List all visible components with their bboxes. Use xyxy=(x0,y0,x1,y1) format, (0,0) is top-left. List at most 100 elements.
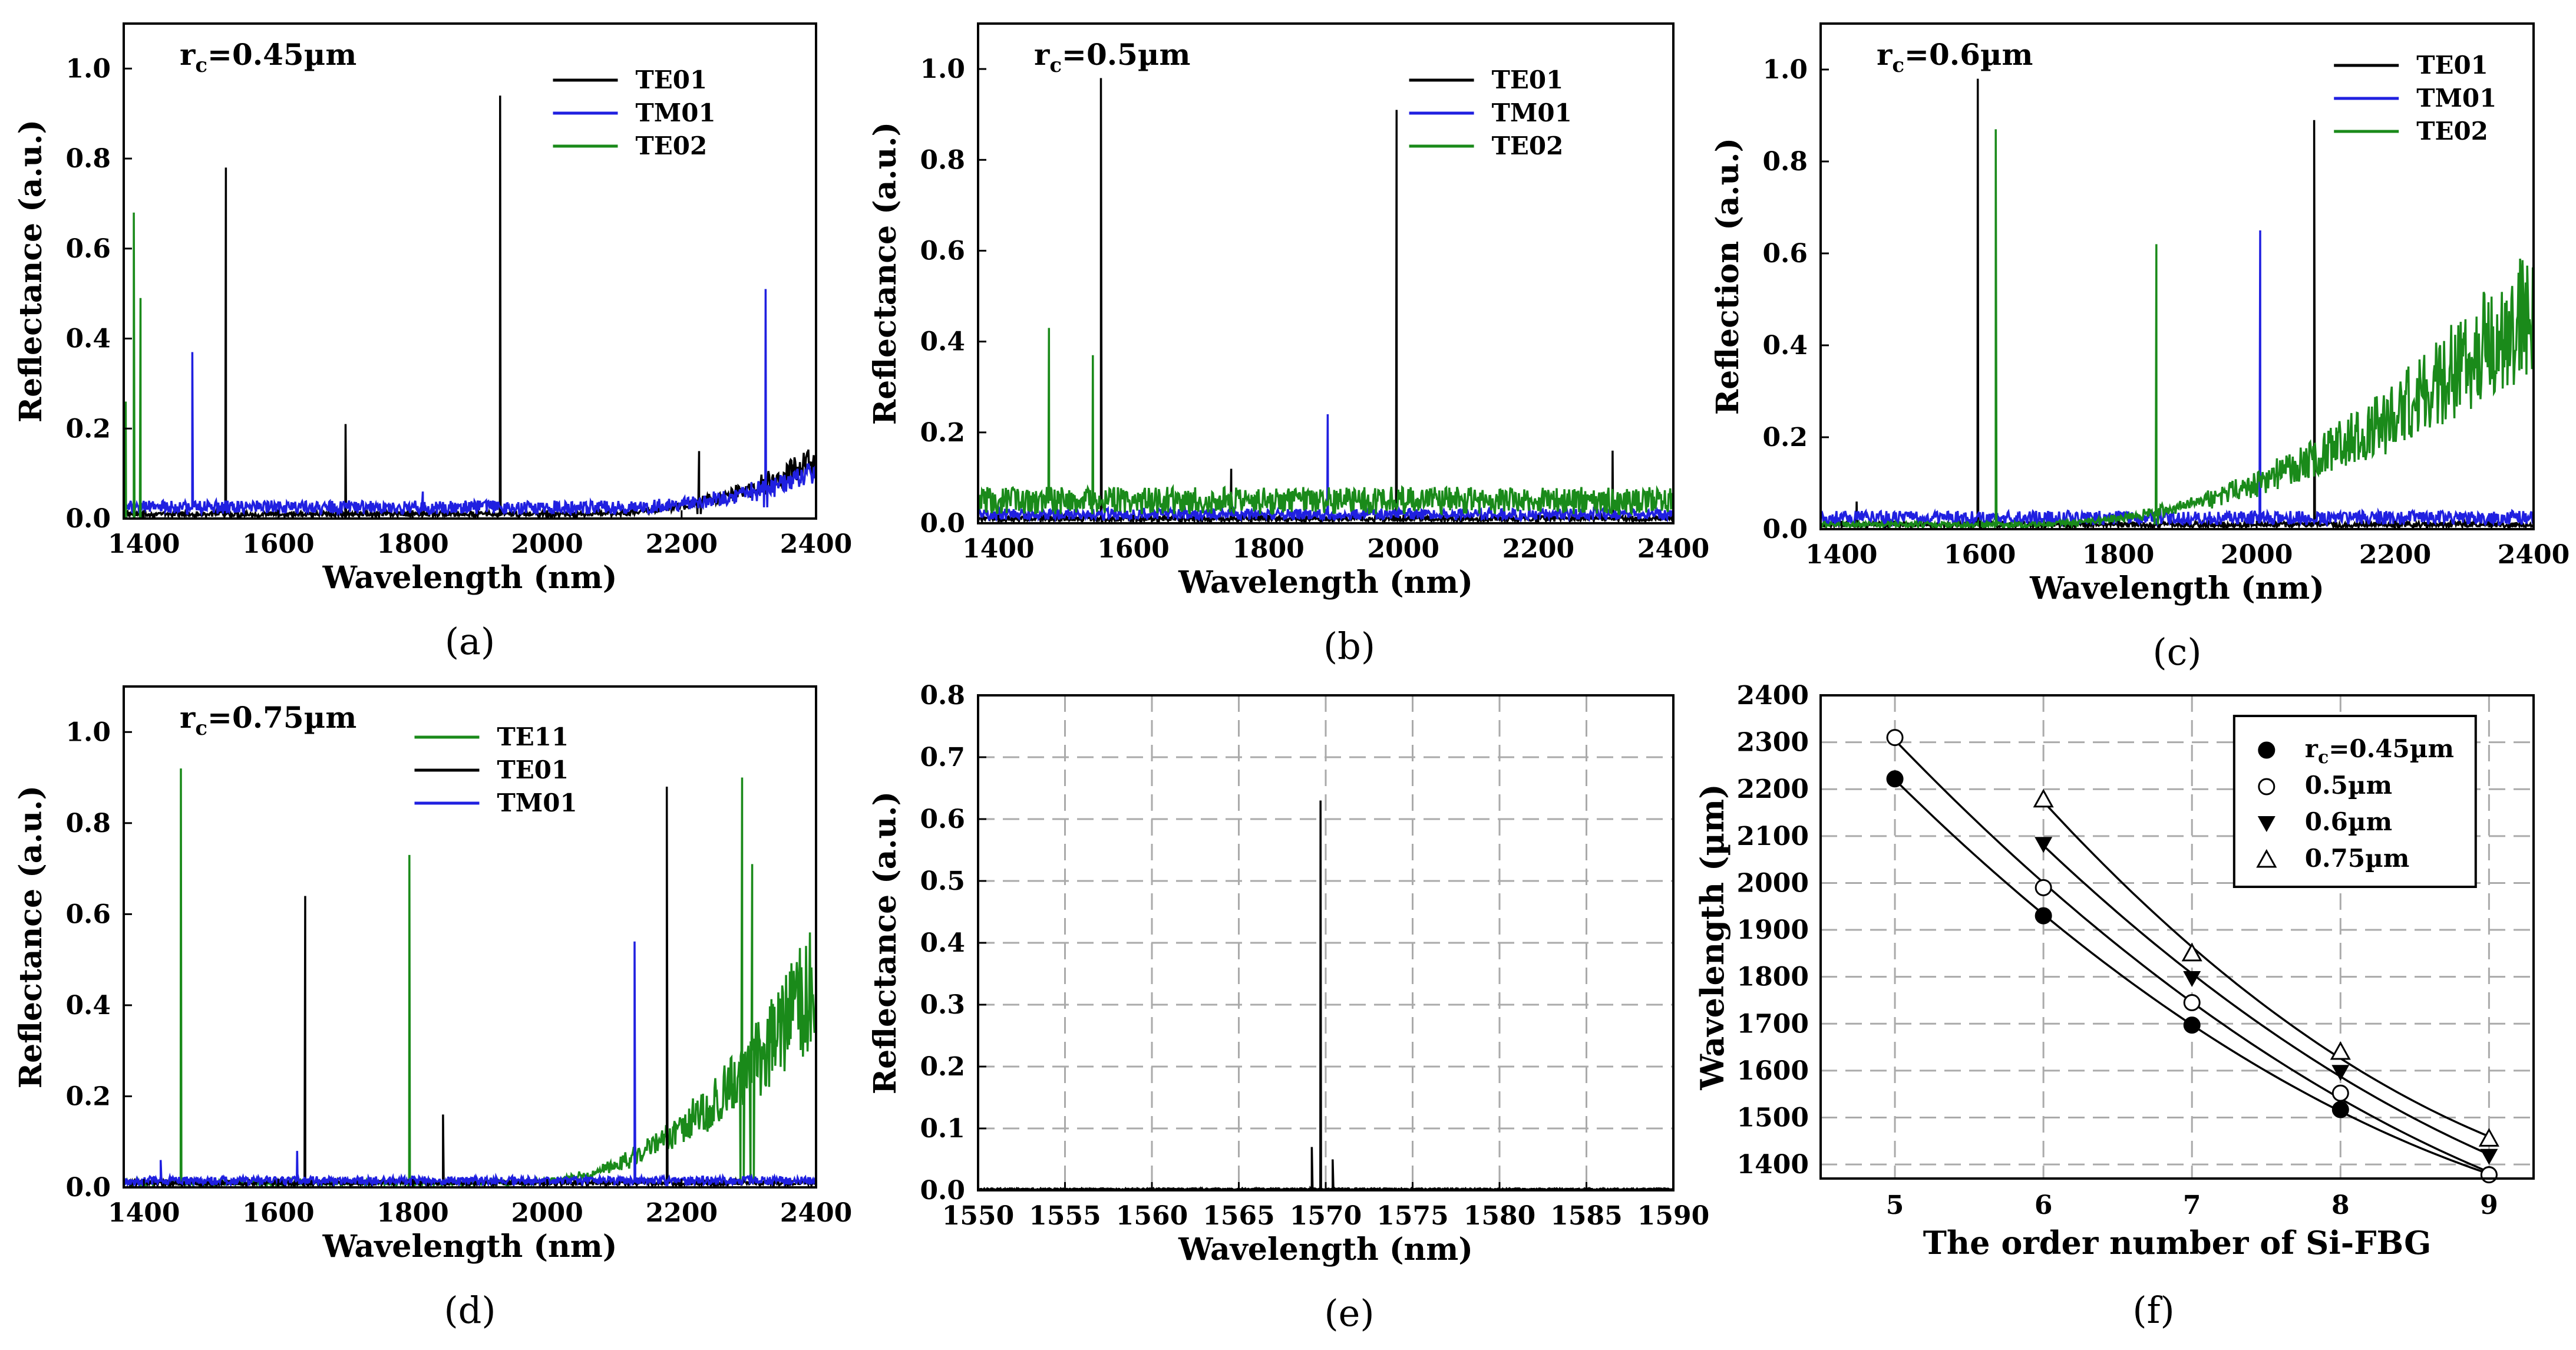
data-point xyxy=(2478,1128,2499,1147)
y-axis-label: Reflectance (a.u.) xyxy=(867,791,903,1094)
legend-label: 0.75µm xyxy=(2305,844,2409,873)
y-tick-label: 0.6 xyxy=(920,236,965,266)
legend-label: TM01 xyxy=(2416,84,2496,113)
y-tick-label: 1.0 xyxy=(1762,55,1808,85)
x-tick-label: 1400 xyxy=(108,529,180,559)
annotation-r: r xyxy=(180,37,196,72)
y-tick-label: 0.0 xyxy=(920,1176,965,1206)
panel-c: 1400 1600 1800 2000 2200 2400 0.0 0.2 0.4 0.6 0.8 1… xyxy=(1710,22,2570,674)
x-tick-label: 1400 xyxy=(108,1198,180,1228)
panel-e: 1550 1555 1560 1565 1570 1575 1580 1585 1590 0.0 0… xyxy=(867,681,1709,1335)
panel-caption: (f) xyxy=(2132,1289,2174,1332)
x-tick-label: 2000 xyxy=(2221,540,2293,570)
legend-label-main: 0.6µm xyxy=(2305,807,2392,836)
series-line-te02 xyxy=(124,212,816,519)
y-tick-label: 2000 xyxy=(1737,868,1809,898)
x-axis-label: Wavelength (nm) xyxy=(322,1229,617,1265)
legend-box xyxy=(2232,715,2477,888)
series-line-te01 xyxy=(978,78,1673,523)
data-point xyxy=(2330,1041,2351,1060)
y-tick-label: 0.6 xyxy=(1762,239,1808,269)
annotation-sub: c xyxy=(1049,54,1062,77)
x-tick-label: 1800 xyxy=(2082,540,2154,570)
data-point xyxy=(2035,879,2052,896)
x-tick-label: 1555 xyxy=(1029,1201,1101,1231)
radius-annotation: rc=0.5µm xyxy=(1034,37,1190,77)
y-tick-label: 0.2 xyxy=(65,414,111,444)
data-point xyxy=(2256,849,2277,868)
y-tick-label: 1600 xyxy=(1737,1056,1809,1086)
data-point xyxy=(2480,1148,2498,1165)
annotation-r: r xyxy=(180,700,196,735)
y-tick-label: 2100 xyxy=(1737,821,1809,851)
y-tick-label: 1.0 xyxy=(65,54,111,84)
x-tick-label: 2200 xyxy=(1502,534,1574,564)
legend-label-main: 0.75µm xyxy=(2305,844,2409,873)
annotation-sub: c xyxy=(195,54,207,77)
fit-curve xyxy=(2042,801,2490,1138)
annotation-value: =0.5µm xyxy=(1062,37,1190,72)
x-tick-label: 1400 xyxy=(962,534,1034,564)
x-tick-label: 1800 xyxy=(377,529,448,559)
legend-label-sub: c xyxy=(2318,747,2329,768)
y-axis-label: Reflectance (a.u.) xyxy=(13,785,49,1088)
legend-label: TE01 xyxy=(636,65,708,94)
legend-label: rc=0.45µm xyxy=(2305,734,2454,768)
y-tick-label: 0.7 xyxy=(920,742,965,773)
y-tick-label: 0.2 xyxy=(920,418,965,448)
y-tick-label: 0.4 xyxy=(920,327,965,357)
y-tick-label: 1800 xyxy=(1737,962,1809,992)
y-axis-label: Reflectance (a.u.) xyxy=(13,120,49,423)
annotation-r: r xyxy=(1877,37,1893,72)
plot-frame xyxy=(1819,22,2535,530)
series-line-te02 xyxy=(978,328,1673,516)
series-line-tm01 xyxy=(1821,230,2534,528)
legend-label: 0.6µm xyxy=(2305,807,2392,836)
y-tick-label: 2200 xyxy=(1737,774,1809,804)
y-tick-label: 0.0 xyxy=(920,509,965,539)
legend-label: TM01 xyxy=(636,98,716,127)
x-tick-label: 1600 xyxy=(1944,540,2016,570)
x-tick-label: 2000 xyxy=(1368,534,1439,564)
series-line-te02 xyxy=(1821,129,2534,529)
y-tick-label: 0.2 xyxy=(1762,423,1808,453)
y-tick-label: 0.4 xyxy=(920,928,965,958)
panel-b: 1400 1600 1800 2000 2200 2400 0.0 0.2 0.4 0.6 0.8 1… xyxy=(867,22,1709,668)
legend-label: 0.5µm xyxy=(2305,771,2392,800)
panel-caption: (a) xyxy=(445,620,495,663)
x-tick-label: 2000 xyxy=(511,1198,583,1228)
x-tick-label: 8 xyxy=(2331,1190,2350,1220)
data-point xyxy=(2035,907,2052,925)
data-point xyxy=(2183,971,2201,988)
x-tick-label: 1800 xyxy=(1232,534,1304,564)
x-tick-label: 5 xyxy=(1886,1190,1904,1220)
y-tick-label: 0.0 xyxy=(65,1173,111,1203)
y-tick-label: 1400 xyxy=(1737,1150,1809,1180)
x-tick-label: 1400 xyxy=(1805,540,1877,570)
panel-caption: (c) xyxy=(2152,631,2201,674)
panel-d: 1400 1600 1800 2000 2200 2400 0.0 0.2 0.4 0.6 0.8 1… xyxy=(13,685,852,1332)
x-axis-label: Wavelength (nm) xyxy=(322,560,617,596)
legend-label-rest: =0.45µm xyxy=(2329,734,2454,763)
y-tick-label: 0.4 xyxy=(65,991,111,1021)
x-tick-label: 1570 xyxy=(1290,1201,1362,1231)
y-tick-label: 0.6 xyxy=(65,234,111,264)
plot-frame xyxy=(123,685,817,1189)
y-tick-label: 0.8 xyxy=(920,145,965,175)
annotation-sub: c xyxy=(195,717,207,740)
data-point xyxy=(2331,1065,2350,1081)
legend-label: TE02 xyxy=(2416,117,2488,146)
x-tick-label: 9 xyxy=(2480,1190,2498,1220)
plot-frame xyxy=(977,22,1675,524)
y-tick-label: 0.8 xyxy=(65,808,111,839)
radius-annotation: rc=0.6µm xyxy=(1877,37,2033,77)
y-axis-label: Wavelength (µm) xyxy=(1693,784,1731,1090)
series-line-te01 xyxy=(1821,78,2534,529)
panel-a: 1400 1600 1800 2000 2200 2400 0.0 0.2 0.4 0.6 0.8 1… xyxy=(13,22,852,663)
y-tick-label: 1700 xyxy=(1737,1009,1809,1039)
x-axis-label: Wavelength (nm) xyxy=(1178,565,1473,600)
plot-frame xyxy=(123,22,817,520)
y-tick-label: 0.0 xyxy=(65,504,111,534)
y-tick-label: 0.4 xyxy=(1762,331,1808,361)
